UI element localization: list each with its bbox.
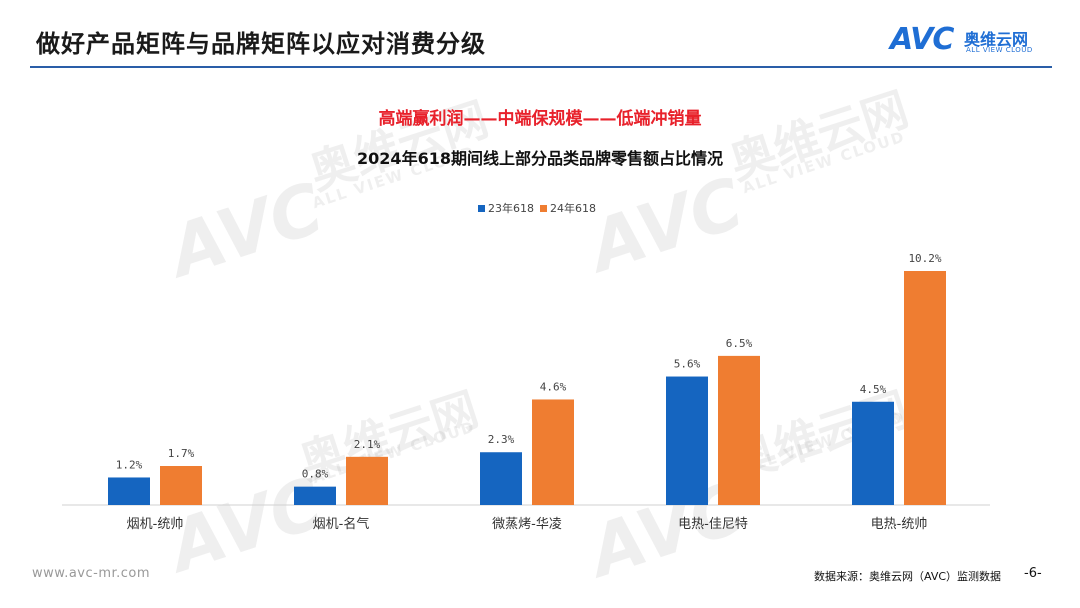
chart-headline: 高端赢利润——中端保规模——低端冲销量 — [378, 109, 702, 129]
data-label: 6.5% — [726, 337, 753, 350]
bar-24 — [346, 456, 388, 505]
data-label: 10.2% — [908, 252, 941, 265]
chart-legend: 23年618 24年618 — [478, 200, 596, 216]
x-tick-label: 微蒸烤-华凌 — [492, 517, 562, 532]
x-tick-label: 电热-统帅 — [871, 517, 928, 532]
legend-item-24: 24年618 — [540, 200, 596, 216]
bar-23 — [852, 401, 894, 505]
bar-24 — [718, 355, 760, 505]
legend-label-24: 24年618 — [550, 202, 596, 215]
bar-23 — [294, 486, 336, 505]
x-tick-label: 电热-佳尼特 — [678, 517, 748, 532]
data-label: 1.7% — [168, 447, 195, 460]
data-label: 0.8% — [302, 468, 329, 481]
data-label: 5.6% — [674, 358, 701, 371]
data-label: 1.2% — [116, 458, 143, 471]
x-tick-label: 烟机-统帅 — [127, 517, 184, 532]
data-label: 4.5% — [860, 383, 887, 396]
legend-swatch-23 — [478, 204, 485, 212]
logo-cn-text: 奥维云网 — [964, 30, 1029, 49]
legend-swatch-24 — [540, 204, 547, 212]
logo-mark: AVC — [890, 22, 954, 57]
legend-label-23: 23年618 — [488, 202, 534, 215]
data-label: 2.1% — [354, 438, 381, 451]
bar-24 — [160, 466, 202, 505]
title-divider — [30, 66, 1052, 68]
bar-23 — [480, 452, 522, 505]
logo-en-text: ALL VIEW CLOUD — [966, 46, 1033, 54]
chart-title: 2024年618期间线上部分品类品牌零售额占比情况 — [357, 149, 723, 168]
footer-source: 数据来源：奥维云网（AVC）监测数据 — [814, 570, 1002, 583]
avc-logo: AVC 奥维云网 ALL VIEW CLOUD — [890, 24, 1060, 58]
data-label: 2.3% — [488, 433, 515, 446]
footer-url: www.avc-mr.com — [32, 566, 151, 581]
bar-24 — [904, 271, 946, 505]
page-number: -6- — [1024, 566, 1042, 581]
bar-23 — [666, 376, 708, 505]
data-label: 4.6% — [540, 380, 567, 393]
bar-24 — [532, 399, 574, 505]
legend-item-23: 23年618 — [478, 200, 534, 216]
bar-23 — [108, 477, 150, 505]
x-tick-label: 烟机-名气 — [313, 516, 370, 532]
page-title: 做好产品矩阵与品牌矩阵以应对消费分级 — [36, 30, 486, 58]
